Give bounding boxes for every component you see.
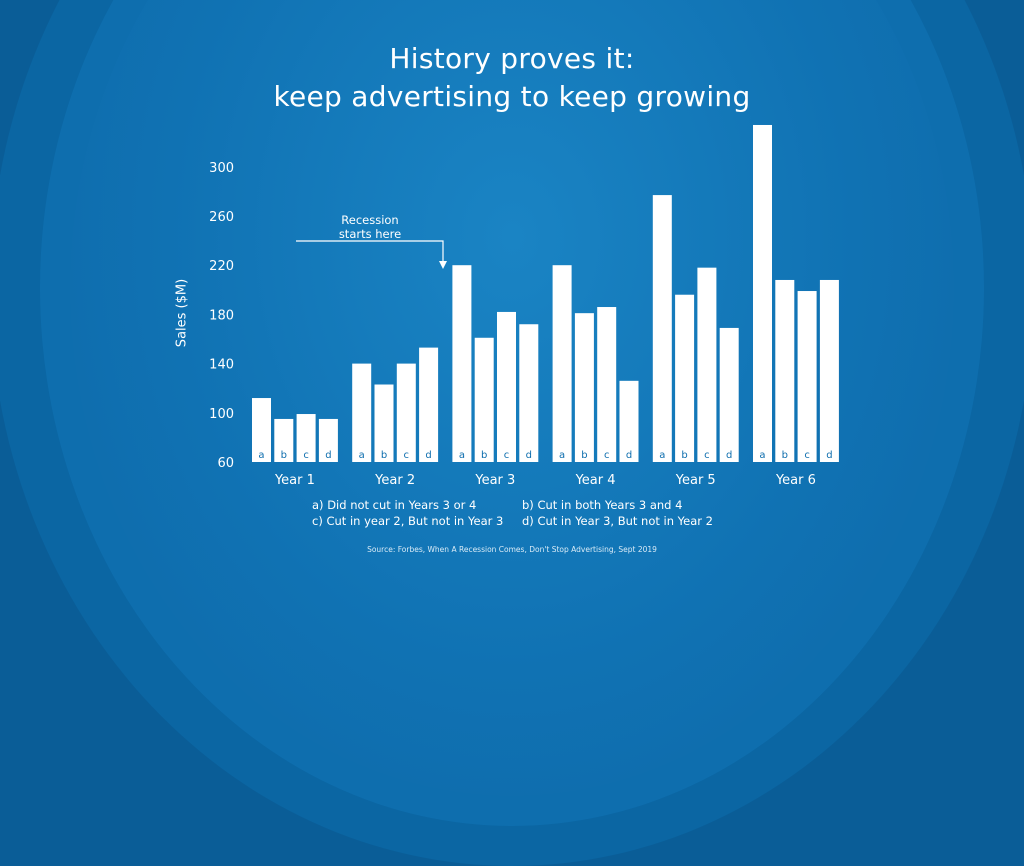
bar-c-year-3 [497, 311, 516, 462]
legend-item-a: a) Did not cut in Years 3 or 4 [312, 498, 477, 512]
bar-d-year-6 [819, 279, 839, 462]
bar-letter-label: b [681, 450, 687, 461]
bar-letter-label: b [581, 450, 587, 461]
bar-letter-label: b [281, 450, 287, 461]
bar-b-year-5 [675, 294, 695, 462]
bar-c-year-4 [597, 307, 617, 462]
bar-letter-label: a [258, 450, 264, 461]
bar-letter-label: c [404, 450, 410, 461]
bar-letter-label: a [659, 450, 665, 461]
bar-letter-label: d [325, 450, 331, 461]
bar-a-year-4 [552, 265, 572, 462]
recession-arrow [296, 240, 447, 269]
bar-b-year-1 [274, 418, 294, 462]
y-tick-label: 60 [217, 456, 234, 471]
legend-item-d: d) Cut in Year 3, But not in Year 2 [522, 514, 713, 528]
y-tick-label: 140 [209, 358, 234, 373]
bar-c-year-5 [697, 267, 717, 462]
chart-title: History proves it: keep advertising to k… [0, 40, 1024, 116]
title-line-1: History proves it: [389, 42, 635, 75]
y-tick-label: 180 [209, 308, 234, 323]
annotation-line-1: Recession [341, 213, 399, 227]
x-tick-label: Year 6 [775, 473, 816, 488]
annotation-line-2: starts here [338, 227, 402, 241]
x-tick-label: Year 2 [374, 473, 415, 488]
bar-letter-label: a [359, 450, 365, 461]
bar-d-year-3 [519, 324, 539, 462]
bar-a-year-2 [352, 363, 372, 462]
bar-d-year-5 [719, 327, 739, 462]
bar-letter-label: d [526, 450, 532, 461]
bar-letter-label: c [504, 450, 510, 461]
bar-b-year-3 [474, 337, 494, 462]
bar-letter-label: d [626, 450, 632, 461]
bar-letter-label: b [481, 450, 487, 461]
y-tick-label: 220 [209, 259, 234, 274]
bar-letter-label: a [459, 450, 465, 461]
bar-a-year-5 [652, 195, 672, 462]
bar-letter-label: b [381, 450, 387, 461]
bar-a-year-3 [452, 265, 472, 462]
x-tick-label: Year 4 [575, 473, 616, 488]
bar-letter-label: c [804, 450, 810, 461]
bar-chart: 60 100 140 180 220 260 300 a b c d a b c d a b c d a b c d a b c… [209, 124, 839, 488]
bar-a-year-6 [753, 124, 772, 462]
recession-annotation: Recession starts here [320, 213, 420, 241]
bar-letter-label: d [826, 450, 832, 461]
bar-letter-label: d [726, 450, 732, 461]
x-tick-labels: Year 1 Year 2 Year 3 Year 4 Year 5 Year 6 [274, 473, 816, 488]
bar-a-year-1 [252, 398, 271, 462]
bar-b-year-2 [374, 384, 394, 462]
x-tick-label: Year 1 [274, 473, 315, 488]
title-line-2: keep advertising to keep growing [273, 80, 751, 113]
x-tick-label: Year 5 [675, 473, 716, 488]
bar-letter-label: a [559, 450, 565, 461]
y-tick-label: 300 [209, 161, 234, 176]
bar-b-year-4 [574, 313, 594, 462]
bar-c-year-2 [396, 363, 416, 462]
bar-c-year-1 [296, 414, 316, 462]
bar-d-year-2 [419, 347, 439, 462]
source-note: Source: Forbes, When A Recession Comes, … [367, 545, 657, 554]
bar-letter-label: c [704, 450, 710, 461]
bar-letter-label: c [604, 450, 610, 461]
bar-letter-label: c [303, 450, 309, 461]
bar-letter-label: a [759, 450, 765, 461]
legend-item-c: c) Cut in year 2, But not in Year 3 [312, 514, 504, 528]
bar-d-year-1 [318, 418, 338, 462]
bar-letter-label: b [782, 450, 788, 461]
legend-item-b: b) Cut in both Years 3 and 4 [522, 498, 683, 512]
bar-letter-label: d [425, 450, 431, 461]
bar-d-year-4 [619, 380, 639, 462]
y-tick-labels: 60 100 140 180 220 260 300 [209, 161, 234, 471]
bar-b-year-6 [775, 279, 795, 462]
x-tick-label: Year 3 [474, 473, 515, 488]
y-tick-label: 100 [209, 407, 234, 422]
y-tick-label: 260 [209, 210, 234, 225]
bar-c-year-6 [797, 291, 817, 462]
